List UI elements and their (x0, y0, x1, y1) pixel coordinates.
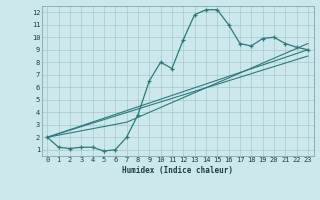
X-axis label: Humidex (Indice chaleur): Humidex (Indice chaleur) (122, 166, 233, 175)
